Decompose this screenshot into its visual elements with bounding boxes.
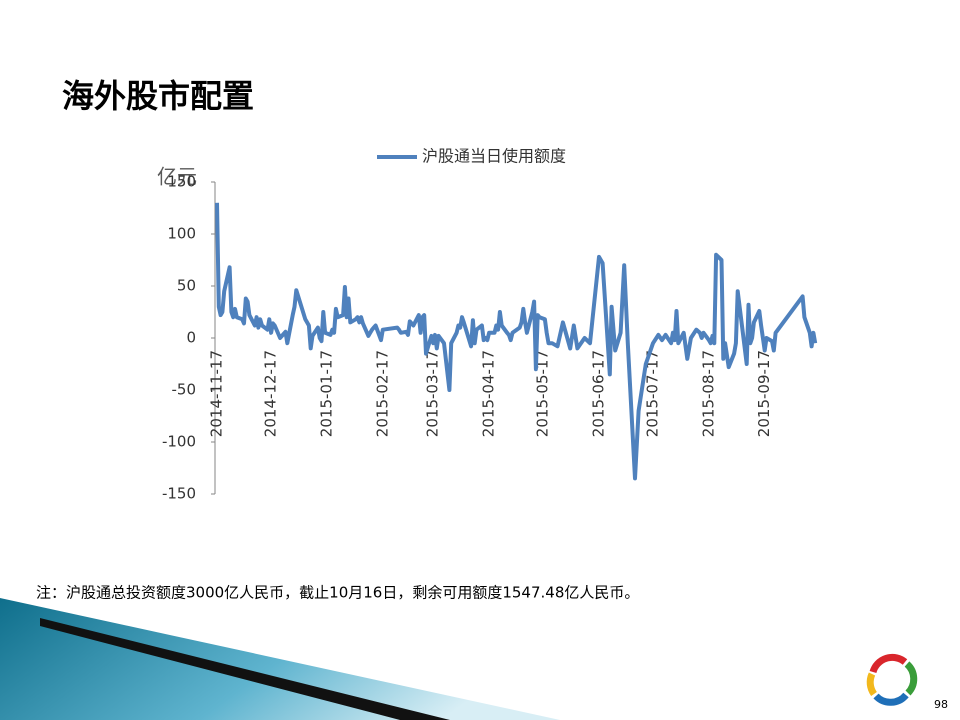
y-tick-label: -100 [162,433,196,451]
x-tick-label: 2015-04-17 [480,350,498,437]
page-number: 98 [934,698,948,711]
x-tick-label: 2015-05-17 [534,350,552,437]
y-tick-label: -150 [162,485,196,503]
decor-stripe [40,618,450,720]
x-tick-label: 2015-01-17 [317,350,335,437]
y-unit: 亿元 [157,165,197,189]
slide-title: 海外股市配置 [62,77,254,115]
note: 注：沪股通总投资额度3000亿人民币，截止10月16日，剩余可用额度1547.4… [36,584,639,602]
decor-swoosh [0,598,560,720]
x-tick-label: 2014-11-17 [208,350,226,437]
y-tick-label: 150 [167,173,196,191]
logo [866,653,918,706]
y-tick-label: 0 [186,329,196,347]
legend-label: 沪股通当日使用额度 [422,147,566,166]
x-tick-label: 2015-08-17 [699,350,717,437]
x-tick-label: 2015-06-17 [589,350,607,437]
y-tick-label: 100 [167,225,196,243]
data-line [215,202,818,481]
x-tick-label: 2015-07-17 [644,350,662,437]
x-tick-label: 2015-09-17 [755,350,773,437]
x-tick-label: 2015-03-17 [424,350,442,437]
y-tick-label: 50 [177,277,196,295]
x-tick-label: 2014-12-17 [262,350,280,437]
x-tick-label: 2015-02-17 [373,350,391,437]
y-tick-label: -50 [172,381,197,399]
